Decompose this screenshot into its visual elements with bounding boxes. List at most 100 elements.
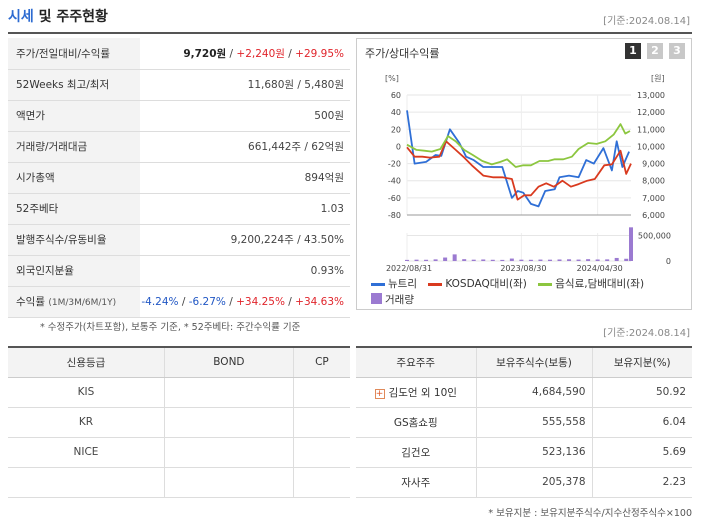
- bond-cell: [163, 467, 294, 498]
- volume-bar: [519, 259, 524, 261]
- volume-bar: [443, 257, 448, 261]
- chart-title: 주가/상대수익률: [365, 47, 440, 60]
- legend-item-food: 음식료,담배대비(좌): [538, 278, 644, 290]
- volume-bar: [528, 259, 533, 261]
- returns-value: -4.24% / -6.27% / +34.25% / +34.63%: [140, 286, 350, 318]
- agency-cell: NICE: [8, 437, 165, 468]
- volume-bar: [462, 259, 467, 261]
- holder-name: 김건오: [356, 437, 476, 468]
- left-axis-tick-label: -80: [388, 211, 401, 220]
- column-header: 보유지분(%): [591, 346, 692, 378]
- chart-tabs: 1 2 3: [625, 43, 685, 59]
- holder-name: 자사주: [356, 467, 476, 498]
- left-axis-tick-label: 40: [391, 108, 401, 117]
- cp-cell: [292, 407, 350, 438]
- price-return-chart: [%] [원] 60 40 20 0 -20 -40 -60 -80 13,000 12,000 11,…: [385, 74, 671, 273]
- table-row: GS홈쇼핑 555,558 6.04: [356, 407, 692, 438]
- return-1m: -4.24%: [141, 295, 179, 308]
- right-axis-tick-label: 6,000: [642, 211, 665, 220]
- info-label: 외국인지분율: [8, 255, 140, 287]
- legend-label: 음식료,담배대비(좌): [555, 278, 645, 290]
- info-row: 52주베타 1.03: [8, 193, 350, 225]
- table-row: KR: [8, 407, 350, 438]
- volume-bar: [509, 258, 514, 261]
- volume-bar: [614, 257, 619, 261]
- holders-footnote: * 보유지분 : 보유지분주식수/지수산정주식수×100: [488, 508, 692, 519]
- separator: /: [226, 47, 237, 60]
- volume-axis-tick-label: 0: [666, 257, 671, 266]
- cp-cell: [292, 377, 350, 408]
- cp-cell: [292, 467, 350, 498]
- info-row: 외국인지분율 0.93%: [8, 255, 350, 287]
- page-title-sub: 및 주주현황: [33, 9, 108, 25]
- return-1y: +34.63%: [295, 295, 344, 308]
- column-header: 보유주식수(보통): [475, 346, 592, 378]
- agency-cell: [8, 467, 165, 498]
- return-6m: +34.25%: [236, 295, 285, 308]
- info-row: 52Weeks 최고/최저 11,680원 / 5,480원: [8, 69, 350, 101]
- page-title: 시세 및 주주현황: [8, 6, 108, 26]
- left-axis-tick-label: 0: [396, 142, 401, 151]
- info-value: 1.03: [140, 193, 350, 225]
- table-header-row: 주요주주 보유주식수(보통) 보유지분(%): [356, 346, 692, 378]
- bond-cell: [163, 377, 294, 408]
- left-axis-tick-label: -20: [388, 160, 401, 169]
- volume-bar: [567, 259, 572, 261]
- legend-label: 뉴트리: [388, 278, 417, 290]
- holders-reference-date: [기준:2024.08.14]: [603, 328, 690, 339]
- info-row: 거래량/거래대금 661,442주 / 62억원: [8, 131, 350, 163]
- legend-swatch-kosdaq: [428, 282, 443, 286]
- series-line-food: [406, 123, 631, 168]
- volume-bar: [471, 259, 476, 261]
- holder-shares: 555,558: [475, 407, 592, 438]
- chart-tab-1[interactable]: 1: [625, 43, 641, 59]
- x-axis-tick-label: 2024/04/30: [577, 264, 623, 273]
- legend-swatch-stock: [371, 282, 385, 286]
- page-title-main: 시세: [8, 9, 34, 25]
- separator: /: [284, 47, 296, 60]
- volume-bar: [424, 259, 429, 261]
- left-axis-tick-label: 60: [391, 91, 401, 100]
- right-axis-tick-label: 7,000: [642, 194, 665, 203]
- chart-tab-2[interactable]: 2: [647, 43, 663, 59]
- holder-shares: 4,684,590: [475, 377, 592, 408]
- expand-plus-icon[interactable]: +: [374, 388, 385, 399]
- agency-cell: KIS: [8, 377, 165, 408]
- info-value: 894억원: [140, 162, 350, 194]
- chart-panel: 주가/상대수익률 1 2 3 [%] [원] 60 40 20 0 -20 -40 -60 -80…: [356, 38, 692, 310]
- price-change-value: 9,720원 / +2,240원 / +29.95%: [140, 38, 350, 70]
- column-header: BOND: [163, 346, 294, 378]
- chart-legend: 뉴트리 KOSDAQ대비(좌) 음식료,담배대비(좌) 거래량: [371, 276, 691, 308]
- column-header: 주요주주: [356, 346, 476, 378]
- holder-shares: 523,136: [475, 437, 592, 468]
- column-header: CP: [292, 346, 350, 378]
- volume-bar: [538, 259, 543, 261]
- info-value: 500원: [140, 100, 350, 132]
- info-label: 시가총액: [8, 162, 140, 194]
- right-axis-tick-label: 12,000: [637, 108, 665, 117]
- price-change-pct: +29.95%: [295, 47, 344, 60]
- info-row: 주가/전일대비/수익률 9,720원 / +2,240원 / +29.95%: [8, 38, 350, 70]
- quote-info-table: 주가/전일대비/수익률 9,720원 / +2,240원 / +29.95% 5…: [8, 38, 350, 318]
- right-axis-tick-label: 9,000: [642, 160, 665, 169]
- series-line-kosdaq: [406, 140, 632, 201]
- right-axis-tick-label: 10,000: [637, 142, 665, 151]
- volume-bar: [576, 259, 581, 261]
- holder-pct: 2.23: [591, 467, 692, 498]
- agency-cell: KR: [8, 407, 165, 438]
- volume-bar: [547, 259, 552, 261]
- right-axis-tick-label: 8,000: [642, 177, 665, 186]
- volume-bar: [557, 259, 562, 261]
- left-axis-tick-label: -60: [388, 194, 401, 203]
- holder-shares: 205,378: [475, 467, 592, 498]
- return-3m: -6.27%: [188, 295, 226, 308]
- holder-name: 김도언 외 10인: [388, 386, 457, 399]
- volume-bar: [500, 259, 505, 261]
- major-holders-table: 주요주주 보유주식수(보통) 보유지분(%) + 김도언 외 10인 4,684,…: [356, 346, 692, 498]
- volume-bar: [586, 259, 591, 261]
- volume-bar: [481, 259, 486, 261]
- chart-tab-3[interactable]: 3: [669, 43, 685, 59]
- credit-rating-table: 신용등급 BOND CP KIS KR NICE: [8, 346, 350, 498]
- table-row: KIS: [8, 377, 350, 408]
- volume-bar: [624, 258, 629, 261]
